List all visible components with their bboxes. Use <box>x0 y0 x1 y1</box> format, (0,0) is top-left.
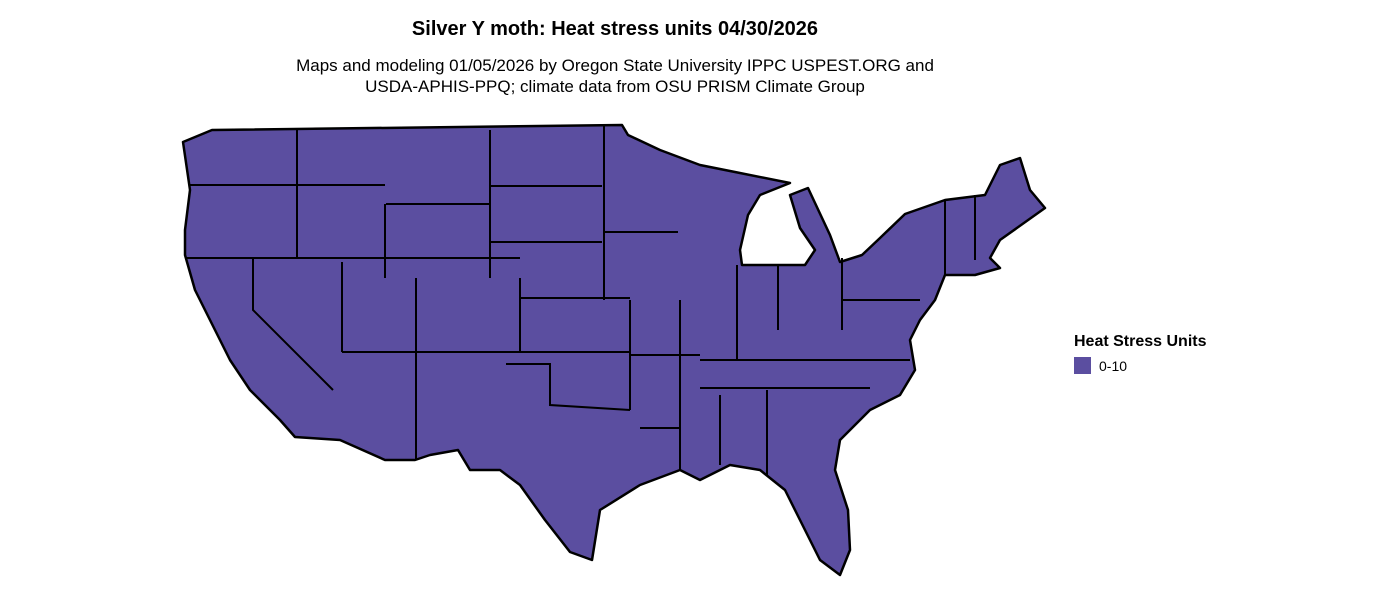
map-title: Silver Y moth: Heat stress units 04/30/2… <box>411 18 819 40</box>
legend-label: 0-10 <box>1099 357 1128 374</box>
legend-swatch <box>1074 357 1091 374</box>
state-borders <box>186 125 976 475</box>
map-subtitle: Maps and modeling 01/05/2026 by Oregon S… <box>0 55 1230 97</box>
us-outline <box>181 123 1047 577</box>
subtitle-line: USDA-APHIS-PPQ; climate data from OSU PR… <box>365 77 865 96</box>
legend-title: Heat Stress Units <box>1074 333 1207 350</box>
legend: Heat Stress Units 0-10 <box>1074 333 1207 374</box>
legend-item: 0-10 <box>1074 357 1207 374</box>
subtitle-line: Maps and modeling 01/05/2026 by Oregon S… <box>296 56 934 75</box>
